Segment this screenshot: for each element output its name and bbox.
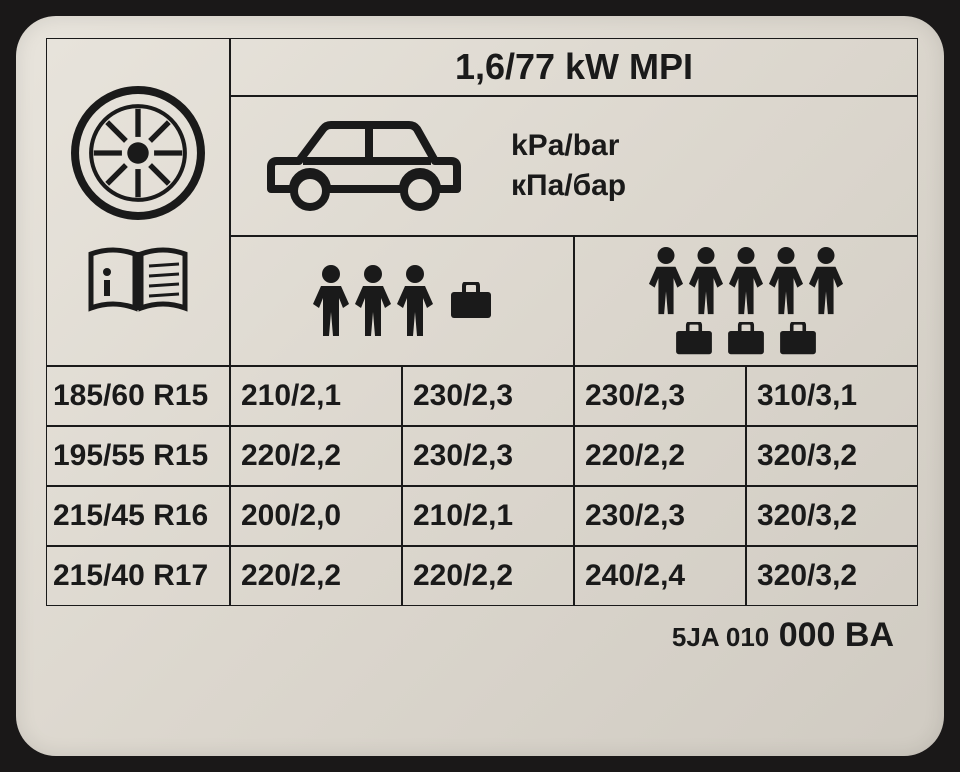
suitcase-icon (722, 322, 770, 356)
suitcase-icon (774, 322, 822, 356)
tire-size: 185/60 R15 (46, 366, 230, 426)
car-units-cell: kPa/bar кПа/бар (230, 96, 918, 236)
tire-pressure-label: 1,6/77 kW MPI (16, 16, 944, 756)
part-number: 5JA 010 000 BA (46, 606, 914, 655)
pressure-value: 240/2,4 (574, 546, 746, 606)
pressure-units: kPa/bar кПа/бар (511, 126, 626, 207)
pressure-value: 210/2,1 (402, 486, 574, 546)
tire-size: 215/40 R17 (46, 546, 230, 606)
suitcase-icon (449, 282, 493, 320)
person-icon (311, 264, 351, 338)
pressure-value: 230/2,3 (574, 366, 746, 426)
suitcase-icon (670, 322, 718, 356)
tire-size: 195/55 R15 (46, 426, 230, 486)
part-prefix: 5JA 010 (672, 622, 769, 652)
tire-size: 215/45 R16 (46, 486, 230, 546)
person-icon (353, 264, 393, 338)
reference-icons-cell (46, 38, 230, 366)
person-icon (687, 246, 725, 316)
pressure-value: 200/2,0 (230, 486, 402, 546)
pressure-value: 220/2,2 (402, 546, 574, 606)
pressure-value: 220/2,2 (230, 426, 402, 486)
pressure-value: 210/2,1 (230, 366, 402, 426)
units-latin: kPa/bar (511, 126, 626, 167)
units-cyrillic: кПа/бар (511, 166, 626, 207)
person-icon (647, 246, 685, 316)
person-icon (395, 264, 435, 338)
pressure-value: 230/2,3 (402, 366, 574, 426)
car-icon (251, 111, 471, 221)
light-load-header (230, 236, 574, 366)
part-main: 000 BA (769, 616, 894, 654)
heavy-load-people (647, 246, 845, 316)
pressure-value: 220/2,2 (230, 546, 402, 606)
pressure-value: 310/3,1 (746, 366, 918, 426)
person-icon (807, 246, 845, 316)
heavy-load-cases (670, 322, 822, 356)
heavy-load-header (574, 236, 918, 366)
pressure-value: 320/3,2 (746, 486, 918, 546)
person-icon (727, 246, 765, 316)
table-grid: 1,6/77 kW MPI (46, 38, 914, 606)
wheel-icon (71, 86, 205, 220)
pressure-value: 220/2,2 (574, 426, 746, 486)
pressure-value: 320/3,2 (746, 546, 918, 606)
person-icon (767, 246, 805, 316)
pressure-value: 230/2,3 (402, 426, 574, 486)
light-load-people (311, 264, 435, 338)
engine-title: 1,6/77 kW MPI (230, 38, 918, 96)
manual-icon (83, 242, 193, 318)
pressure-value: 320/3,2 (746, 426, 918, 486)
pressure-value: 230/2,3 (574, 486, 746, 546)
